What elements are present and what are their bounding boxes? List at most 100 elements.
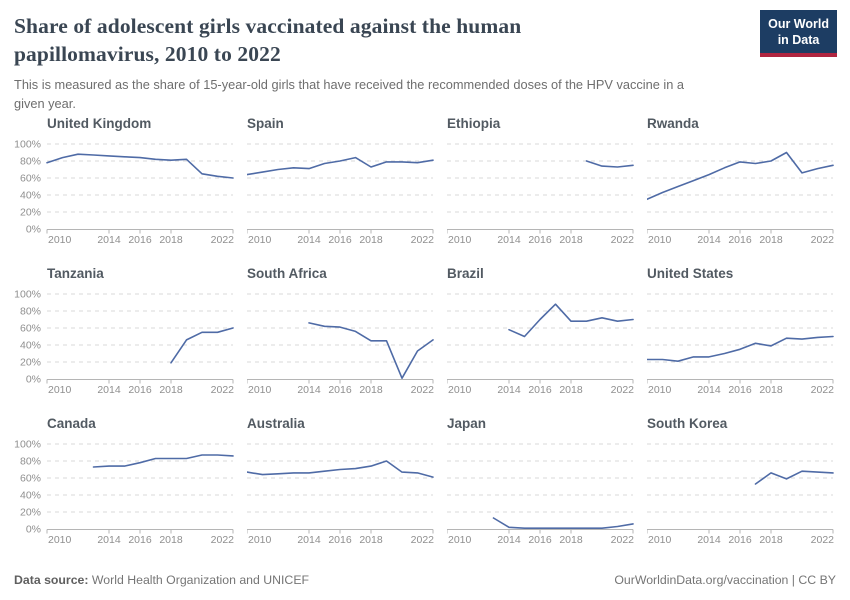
y-axis-label: 60% — [20, 473, 41, 485]
chart-row: United Kingdom 0% 20% 40% 60% 80% 100% 2010 2014… — [14, 116, 847, 253]
x-axis-label: 2016 — [728, 534, 752, 546]
data-line-united-kingdom — [46, 153, 234, 179]
x-axis-label: 2016 — [128, 234, 152, 246]
chart-footer: Data source: World Health Organization a… — [0, 573, 850, 587]
x-axis-label: 2016 — [328, 234, 352, 246]
x-axis-label: 2022 — [611, 534, 634, 546]
chart-panel-ethiopia: Ethiopia 2010 2014 2016 2018 2022 — [446, 116, 634, 253]
x-axis-label: 2018 — [159, 384, 183, 396]
x-axis-label: 2014 — [297, 534, 321, 546]
y-axis-label: 40% — [20, 190, 41, 202]
x-axis-label: 2010 — [448, 384, 472, 396]
y-axis-label: 40% — [20, 340, 41, 352]
x-axis-label: 2014 — [97, 384, 121, 396]
data-line-spain — [246, 156, 434, 176]
owid-logo-line2: in Data — [777, 33, 820, 48]
x-axis-label: 2016 — [328, 534, 352, 546]
chart-plot: 2010 2014 2016 2018 2022 — [646, 143, 834, 246]
chart-plot: 0% 20% 40% 60% 80% 100% 2010 2014 2016 2018 2022 — [14, 289, 234, 397]
y-axis-label: 100% — [14, 289, 41, 301]
chart-plot: 0% 20% 40% 60% 80% 100% 2010 2014 2016 2018 2022 — [14, 139, 234, 247]
x-axis-label: 2022 — [611, 234, 634, 246]
x-axis-label: 2018 — [159, 234, 183, 246]
y-axis-label: 0% — [26, 374, 41, 386]
x-axis-label: 2016 — [128, 384, 152, 396]
x-axis-label: 2022 — [411, 534, 434, 546]
data-line-japan — [492, 517, 634, 529]
x-axis-label: 2014 — [497, 534, 521, 546]
y-axis-label: 60% — [20, 173, 41, 185]
chart-panel-spain: Spain 2010 2014 2016 2018 2022 — [246, 116, 434, 253]
x-axis-label: 2018 — [359, 234, 383, 246]
x-axis-label: 2018 — [559, 384, 583, 396]
chart-plot: 2010 2014 2016 2018 2022 — [246, 143, 434, 246]
chart-panel-south-africa: South Africa 2010 2014 2016 2018 2022 — [246, 266, 434, 403]
x-axis-label: 2010 — [248, 534, 272, 546]
chart-panel-title: Spain — [247, 116, 284, 131]
owid-logo-line1: Our World — [768, 17, 829, 31]
chart-panel-title: South Korea — [647, 416, 728, 431]
data-line-canada — [92, 454, 234, 468]
x-axis-label: 2022 — [611, 384, 634, 396]
x-axis-label: 2010 — [448, 534, 472, 546]
data-line-australia — [246, 460, 434, 478]
chart-plot: 2010 2014 2016 2018 2022 — [646, 293, 834, 396]
chart-panel-title: South Africa — [247, 266, 327, 281]
chart-panel-rwanda: Rwanda 2010 2014 2016 2018 2022 — [646, 116, 834, 253]
x-axis-label: 2022 — [211, 384, 234, 396]
chart-panel-south-korea: South Korea 2010 2014 2016 2018 2022 — [646, 416, 834, 553]
x-axis-label: 2016 — [528, 384, 552, 396]
x-axis-label: 2022 — [811, 234, 834, 246]
x-axis-label: 2018 — [159, 534, 183, 546]
y-axis-label: 100% — [14, 139, 41, 151]
x-axis-label: 2018 — [559, 234, 583, 246]
x-axis-label: 2016 — [528, 234, 552, 246]
chart-row: Tanzania 0% 20% 40% 60% 80% 100% 2010 2014 2016 20… — [14, 266, 847, 403]
data-line-ethiopia — [585, 160, 634, 168]
chart-panel-title: Canada — [47, 416, 96, 431]
chart-panel-united-states: United States 2010 2014 2016 2018 2022 — [646, 266, 834, 403]
x-axis-label: 2014 — [697, 384, 721, 396]
chart-panel-title: Ethiopia — [447, 116, 501, 131]
x-axis-label: 2010 — [48, 384, 72, 396]
chart-plot: 0% 20% 40% 60% 80% 100% 2010 2014 2016 2018 2022 — [14, 439, 234, 547]
x-axis-label: 2018 — [559, 534, 583, 546]
footer-link[interactable]: OurWorldinData.org/vaccination | CC BY — [614, 573, 836, 587]
y-axis-label: 100% — [14, 439, 41, 451]
chart-panel-title: United States — [647, 266, 734, 281]
x-axis-label: 2014 — [497, 384, 521, 396]
chart-panel-australia: Australia 2010 2014 2016 2018 2022 — [246, 416, 434, 553]
small-multiples-grid: United Kingdom 0% 20% 40% 60% 80% 100% 2010 2014… — [14, 116, 847, 566]
x-axis-label: 2018 — [759, 234, 783, 246]
data-line-south-korea — [754, 470, 834, 485]
y-axis-label: 40% — [20, 490, 41, 502]
data-source-value: World Health Organization and UNICEF — [88, 573, 310, 587]
x-axis-label: 2010 — [248, 384, 272, 396]
y-axis-label: 20% — [20, 207, 41, 219]
x-axis-label: 2022 — [211, 534, 234, 546]
x-axis-label: 2016 — [128, 534, 152, 546]
data-line-tanzania — [170, 327, 234, 364]
data-line-united-states — [646, 335, 834, 362]
x-axis-label: 2010 — [48, 234, 72, 246]
x-axis-label: 2018 — [359, 534, 383, 546]
chart-row: Canada 0% 20% 40% 60% 80% 100% 2010 2014 2016 2018… — [14, 416, 847, 553]
page-title: Share of adolescent girls vaccinated aga… — [14, 14, 522, 66]
x-axis-label: 2010 — [448, 234, 472, 246]
x-axis-label: 2010 — [48, 534, 72, 546]
y-axis-label: 80% — [20, 456, 41, 468]
x-axis-label: 2016 — [728, 234, 752, 246]
x-axis-label: 2016 — [728, 384, 752, 396]
chart-panel-brazil: Brazil 2010 2014 2016 2018 2022 — [446, 266, 634, 403]
chart-plot: 2010 2014 2016 2018 2022 — [646, 443, 834, 546]
x-axis-label: 2010 — [248, 234, 272, 246]
x-axis-label: 2014 — [697, 534, 721, 546]
chart-panel-tanzania: Tanzania 0% 20% 40% 60% 80% 100% 2010 2014 2016 20… — [14, 266, 234, 403]
owid-logo[interactable]: Our World in Data — [760, 10, 837, 57]
x-axis-label: 2022 — [211, 234, 234, 246]
data-source-text: Data source: World Health Organization a… — [14, 573, 309, 587]
chart-panel-title: United Kingdom — [47, 116, 152, 131]
x-axis-label: 2018 — [759, 534, 783, 546]
data-line-brazil — [508, 303, 634, 338]
x-axis-label: 2010 — [648, 534, 672, 546]
